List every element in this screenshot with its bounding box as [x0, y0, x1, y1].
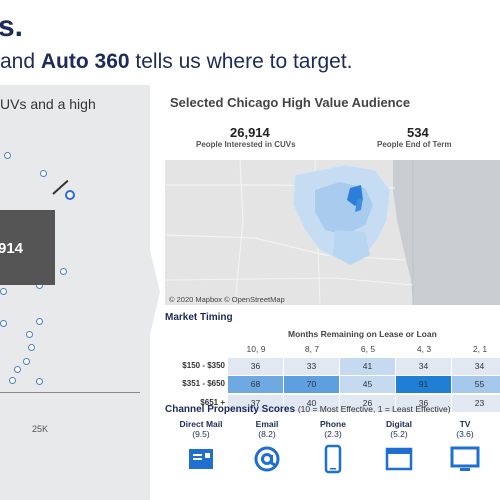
scatter-point [14, 366, 21, 373]
phone-icon [324, 444, 342, 474]
mail-icon [189, 449, 213, 469]
at-sign-icon [254, 446, 280, 472]
tv-icon [450, 446, 480, 471]
x-axis-line [0, 392, 140, 393]
audience-title: Selected Chicago High Value Audience [170, 95, 411, 110]
heatmap-cell: 41 [340, 358, 395, 375]
column-header: 6, 5 [360, 344, 376, 354]
channel-email[interactable]: Email (8.2) [236, 419, 298, 472]
heatmap-cell: 33 [284, 358, 339, 375]
channel-scale-note: (10 = Most Effective, 1 = Least Effectiv… [297, 404, 451, 414]
callout-box: 914 [0, 210, 55, 285]
heatmap-cell: 23 [452, 395, 500, 412]
market-timing-title: Market Timing [165, 312, 233, 323]
channel-label: Phone [320, 419, 346, 429]
channel-score: (2.3) [324, 429, 342, 439]
scatter-point [36, 318, 43, 325]
x-axis-tick-label: 25K [32, 424, 49, 434]
channel-tv[interactable]: TV (3.6) [434, 419, 496, 471]
headline-suffix: tells us where to target. [129, 50, 353, 73]
channel-label: Digital [386, 419, 412, 429]
scatter-point [4, 152, 11, 159]
channel-title-line: Channel Propensity Scores (10 = Most Eff… [165, 404, 451, 415]
headline-bold: Auto 360 [40, 50, 130, 73]
row-header: $351 - $650 [182, 379, 225, 388]
heatmap-cell: 34 [396, 358, 451, 375]
headline-prefix: and [0, 50, 41, 73]
channel-label: Direct Mail [179, 419, 223, 429]
scatter-point [26, 331, 33, 338]
channel-score: (9.5) [192, 429, 210, 439]
left-panel-text: UVs and a high [0, 96, 96, 112]
scatter-point [0, 288, 7, 295]
channel-phone[interactable]: Phone (2.3) [302, 419, 364, 474]
browser-window-icon [385, 447, 413, 471]
scatter-point [40, 170, 47, 177]
headline-fragment: s. [0, 10, 24, 43]
channel-score: (8.2) [258, 429, 276, 439]
heatmap-cell: 55 [452, 376, 500, 393]
channel-direct-mail[interactable]: Direct Mail (9.5) [170, 419, 232, 469]
map-graphic [165, 160, 500, 305]
scatter-point [28, 344, 35, 351]
scatter-point [60, 268, 67, 275]
callout-value: 914 [0, 240, 24, 257]
heatmap-cell: 40 [284, 395, 339, 412]
heatmap-cell: 45 [340, 376, 395, 393]
stat-interested-label: People Interested in CUVs [196, 140, 296, 149]
heatmap-cell: 37 [228, 395, 283, 412]
map-attribution: © 2020 Mapbox © OpenStreetMap [169, 295, 285, 304]
heatmap-cell: 68 [228, 376, 283, 393]
channel-propensity-title: Channel Propensity Scores [165, 404, 296, 415]
panel-chevron [125, 85, 160, 500]
headline: and Auto 360 tells us where to target. [0, 50, 353, 74]
row-header: $150 - $350 [182, 361, 225, 370]
stat-end-of-term-label: People End of Term [377, 140, 452, 149]
channel-score: (5.2) [390, 429, 408, 439]
audience-map[interactable]: © 2020 Mapbox © OpenStreetMap [165, 160, 500, 305]
column-header: 4, 3 [416, 344, 432, 354]
stat-end-of-term-value: 534 [407, 125, 429, 140]
scatter-point [9, 377, 16, 384]
channel-digital[interactable]: Digital (5.2) [368, 419, 430, 471]
scatter-point [36, 378, 43, 385]
heatmap-cell: 36 [396, 395, 451, 412]
stat-interested-value: 26,914 [230, 125, 270, 140]
months-remaining-header: Months Remaining on Lease or Loan [288, 329, 437, 339]
column-header: 8, 7 [304, 344, 320, 354]
channel-label: TV [459, 419, 471, 429]
channel-score: (3.6) [456, 429, 474, 439]
heatmap-cell: 36 [228, 358, 283, 375]
heatmap-cell: 26 [340, 395, 395, 412]
scatter-point [23, 358, 30, 365]
heatmap-cell: 91 [396, 376, 451, 393]
column-header: 2, 1 [472, 344, 488, 354]
heatmap-cell: 70 [284, 376, 339, 393]
heatmap-cell: 34 [452, 358, 500, 375]
channel-label: Email [255, 419, 279, 429]
column-header: 10, 9 [246, 344, 266, 354]
scatter-point-highlighted[interactable] [65, 190, 75, 200]
row-header: $651 + [200, 398, 225, 407]
scatter-point [0, 320, 7, 327]
